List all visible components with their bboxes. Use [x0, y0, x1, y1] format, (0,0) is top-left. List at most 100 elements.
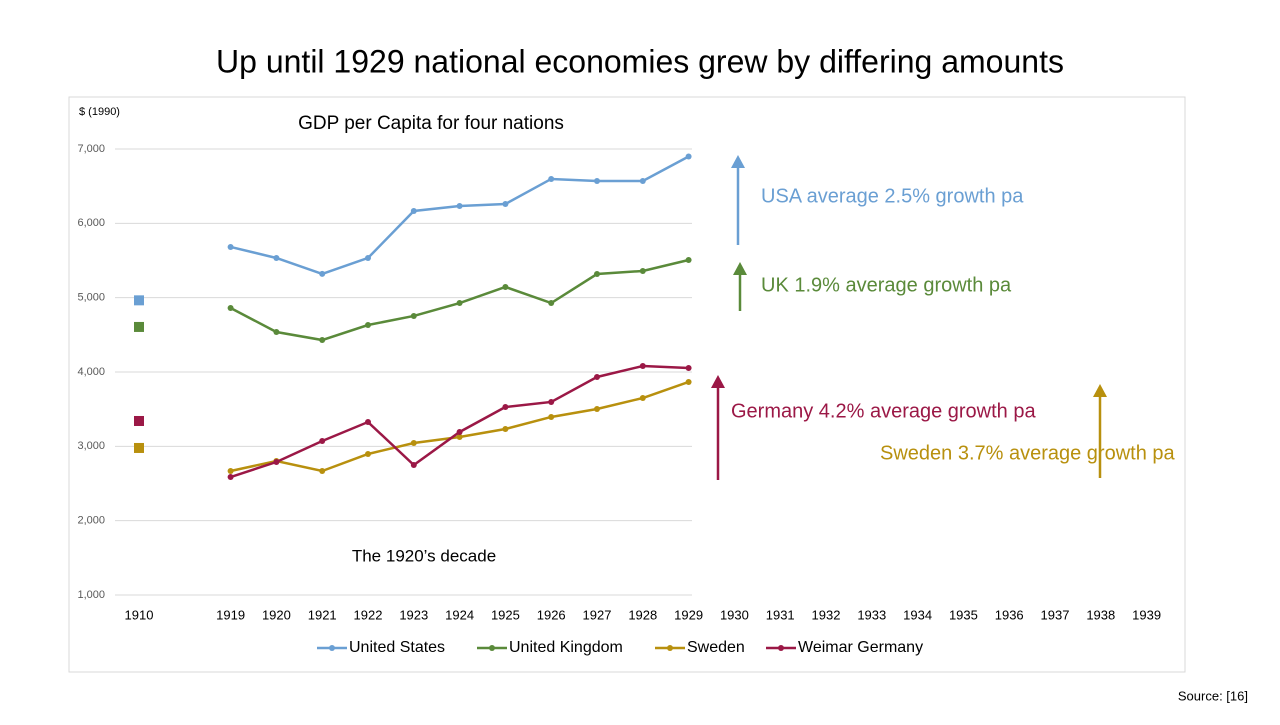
data-point — [502, 404, 509, 411]
data-point — [134, 321, 144, 332]
data-point — [273, 329, 280, 336]
data-point — [134, 295, 144, 306]
x-tick-label: 1920 — [262, 607, 291, 622]
data-point — [319, 337, 326, 344]
data-point — [410, 461, 417, 468]
y-tick-label: 5,000 — [77, 292, 105, 304]
data-point — [456, 433, 463, 440]
x-tick-label: 1923 — [399, 607, 428, 622]
data-point — [227, 468, 234, 475]
legend-swatch — [778, 645, 784, 651]
data-point — [456, 428, 463, 435]
y-tick-label: 2,000 — [77, 515, 105, 527]
x-tick-label: 1932 — [812, 607, 841, 622]
legend-label: United States — [349, 639, 445, 656]
x-tick-label: 1929 — [674, 607, 703, 622]
legend-swatch — [329, 645, 335, 651]
data-point — [639, 362, 646, 369]
data-point — [319, 437, 326, 444]
data-point — [134, 415, 144, 426]
series-line — [230, 258, 689, 342]
data-point — [410, 312, 417, 319]
data-point — [365, 322, 371, 329]
data-point — [502, 201, 509, 208]
annotation: USA average 2.5% growth pa — [761, 185, 1024, 207]
data-point — [365, 450, 371, 457]
data-point — [548, 398, 555, 405]
data-point — [227, 243, 234, 250]
x-tick-label: 1937 — [1041, 607, 1070, 622]
data-point — [134, 442, 144, 453]
data-point — [410, 439, 417, 446]
data-point — [639, 177, 646, 184]
annotation-arrowhead — [731, 155, 745, 168]
y-tick-label: 6,000 — [77, 217, 105, 229]
data-point — [548, 413, 555, 420]
x-tick-label: 1936 — [995, 607, 1024, 622]
x-tick-label: 1934 — [903, 607, 932, 622]
legend-label: Weimar Germany — [798, 639, 923, 656]
x-tick-label: 1924 — [445, 607, 474, 622]
y-axis-label: $ (1990) — [79, 106, 120, 118]
x-tick-label: 1931 — [766, 607, 795, 622]
series-line — [230, 380, 690, 473]
x-tick-label: 1926 — [537, 607, 566, 622]
source: Source: [16] — [1178, 688, 1248, 703]
annotation-arrowhead — [733, 262, 747, 275]
data-point — [456, 300, 463, 307]
data-point — [594, 177, 600, 184]
data-point — [548, 300, 555, 307]
data-point — [365, 419, 371, 426]
data-point — [273, 254, 280, 261]
x-tick-label: 1933 — [857, 607, 886, 622]
x-tick-label: 1939 — [1132, 607, 1161, 622]
series-line — [230, 155, 690, 276]
data-point — [273, 459, 280, 466]
y-tick-label: 3,000 — [77, 440, 105, 452]
y-tick-label: 7,000 — [77, 143, 105, 155]
x-tick-label: 1928 — [628, 607, 657, 622]
data-point — [456, 203, 463, 210]
y-tick-label: 4,000 — [77, 366, 105, 378]
data-point — [319, 270, 326, 277]
data-point — [685, 378, 692, 385]
x-tick-label: 1935 — [949, 607, 978, 622]
annotation-arrowhead — [711, 375, 725, 388]
data-point — [639, 267, 646, 274]
data-point — [410, 207, 417, 214]
x-tick-label: 1938 — [1086, 607, 1115, 622]
x-tick-label: 1921 — [308, 607, 337, 622]
data-point — [365, 254, 371, 261]
data-point — [685, 153, 692, 160]
x-tick-label: 1930 — [720, 607, 749, 622]
x-tick-label: 1925 — [491, 607, 520, 622]
x-tick-label: 1927 — [583, 607, 612, 622]
legend-swatch — [489, 645, 495, 651]
data-point — [227, 304, 234, 311]
annotation: Sweden 3.7% average growth pa — [880, 442, 1176, 464]
data-point — [594, 373, 600, 380]
x-tick-label: 1919 — [216, 607, 245, 622]
data-point — [594, 271, 600, 278]
chart-title: GDP per Capita for four nations — [298, 113, 564, 134]
x-axis-label: The 1920’s decade — [352, 546, 496, 565]
data-point — [319, 468, 326, 475]
y-tick-label: 1,000 — [77, 589, 105, 601]
series-line — [230, 364, 689, 479]
x-tick-label: 1910 — [125, 607, 154, 622]
legend-label: United Kingdom — [509, 639, 623, 656]
data-point — [227, 474, 234, 481]
slide-title: Up until 1929 national economies grew by… — [216, 43, 1064, 79]
chart-frame — [68, 96, 1186, 673]
data-point — [685, 364, 692, 371]
data-point — [502, 426, 509, 433]
x-tick-label: 1922 — [354, 607, 383, 622]
data-point — [502, 283, 509, 290]
annotation: Germany 4.2% average growth pa — [731, 400, 1036, 422]
data-point — [548, 175, 555, 182]
legend-label: Sweden — [687, 639, 745, 656]
annotation: UK 1.9% average growth pa — [761, 274, 1012, 296]
legend-swatch — [667, 645, 673, 651]
data-point — [685, 256, 692, 263]
